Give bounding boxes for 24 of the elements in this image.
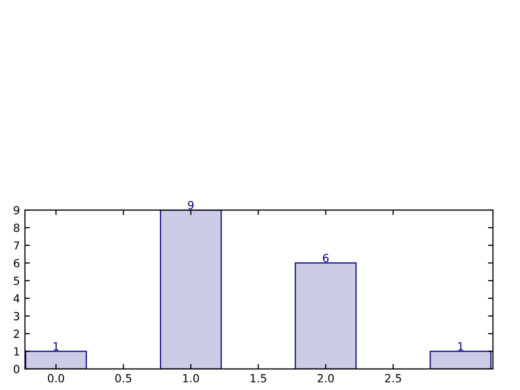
data-label: 1	[54, 342, 58, 350]
y-tick-label: 5	[14, 276, 20, 286]
y-tick-label: 4	[14, 294, 20, 303]
y-tick-label: 1	[14, 347, 20, 356]
bar	[160, 210, 222, 369]
x-tick-label: 0.5	[115, 374, 132, 382]
x-tick-label: 2.5	[385, 374, 402, 382]
data-label: 1	[458, 342, 464, 350]
data-label: 6	[322, 254, 329, 262]
y-tick-label: 0	[14, 364, 20, 374]
y-tick-label: 8	[14, 224, 20, 232]
y-tick-label: 9	[14, 206, 20, 214]
data-label: 9	[188, 200, 194, 210]
x-tick-label: 0.0	[48, 374, 64, 382]
x-tick-label: 2.0	[318, 374, 334, 382]
y-tick-label: 2	[14, 330, 19, 338]
x-tick-label: 1.0	[183, 374, 199, 382]
bar	[294, 262, 357, 369]
y-tick-label: 6	[14, 258, 20, 268]
x-tick-label: 1.5	[250, 374, 266, 382]
y-tick-label: 3	[14, 312, 20, 320]
bar	[430, 350, 492, 369]
y-tick-label: 7	[14, 241, 20, 250]
bar	[25, 350, 87, 369]
